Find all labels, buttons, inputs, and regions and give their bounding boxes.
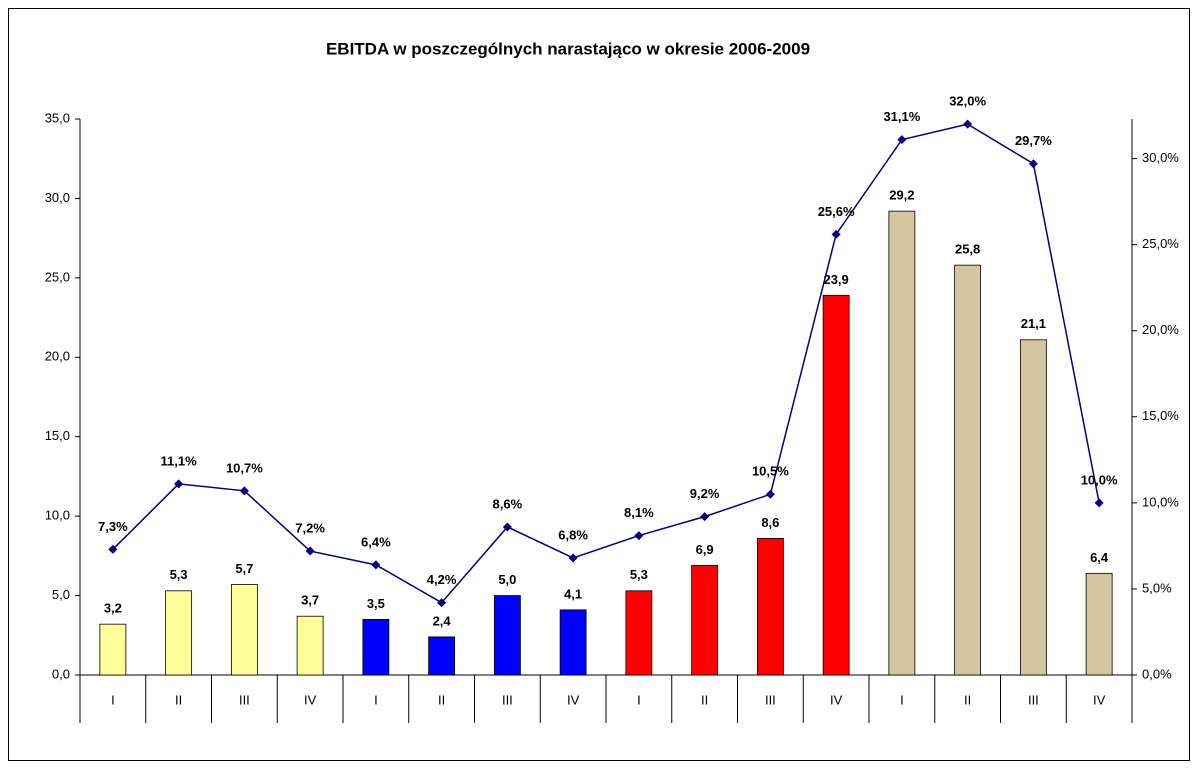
bar-label: 6,4 xyxy=(1090,550,1109,565)
y2-tick-label: 20,0% xyxy=(1142,322,1179,337)
line-marker xyxy=(174,479,184,489)
bar xyxy=(362,619,390,676)
x-tick-label: I xyxy=(637,692,641,707)
y-tick-label: 15,0 xyxy=(45,428,70,443)
chart-title: EBITDA w poszczególnych narastająco w ok… xyxy=(326,39,810,58)
x-tick-label: IV xyxy=(567,692,580,707)
line-label: 10,5% xyxy=(752,464,789,479)
line-label: 32,0% xyxy=(949,94,986,109)
y2-tick-label: 30,0% xyxy=(1142,150,1179,165)
x-tick-label: I xyxy=(111,692,115,707)
line-marker xyxy=(831,229,841,239)
line-marker xyxy=(108,544,118,554)
x-tick-label: III xyxy=(1028,692,1039,707)
line-marker xyxy=(1028,159,1038,169)
x-tick-label: III xyxy=(502,692,513,707)
x-tick-label: III xyxy=(765,692,776,707)
bar xyxy=(756,537,784,676)
bar xyxy=(230,584,258,676)
bar-label: 21,1 xyxy=(1021,316,1046,331)
y2-tick-label: 10,0% xyxy=(1142,494,1179,509)
line-marker xyxy=(634,531,644,541)
bar xyxy=(625,590,653,676)
bar-label: 3,7 xyxy=(301,593,319,608)
bar-label: 6,9 xyxy=(696,542,714,557)
bar-label: 5,3 xyxy=(630,567,648,582)
bar-label: 4,1 xyxy=(564,586,582,601)
line-marker xyxy=(897,135,907,145)
bar xyxy=(1085,572,1113,676)
line-label: 4,2% xyxy=(427,572,457,587)
x-tick-label: II xyxy=(964,692,971,707)
line-label: 8,1% xyxy=(624,505,654,520)
x-tick-label: IV xyxy=(1093,692,1106,707)
bar-label: 5,7 xyxy=(235,561,253,576)
bar-label: 5,0 xyxy=(498,572,516,587)
line-marker xyxy=(1094,498,1104,508)
bar xyxy=(1019,339,1047,676)
y2-tick-label: 25,0% xyxy=(1142,236,1179,251)
y2-tick-label: 15,0% xyxy=(1142,408,1179,423)
bar-label: 8,6 xyxy=(761,515,779,530)
line-label: 7,3% xyxy=(98,519,128,534)
line-label: 11,1% xyxy=(161,453,198,468)
line-marker xyxy=(371,560,381,570)
y-tick-label: 5,0 xyxy=(52,587,70,602)
bar-label: 23,9 xyxy=(823,272,848,287)
bar-label: 25,8 xyxy=(955,242,980,257)
x-tick-label: II xyxy=(175,692,182,707)
x-tick-label: III xyxy=(239,692,250,707)
x-tick-label: I xyxy=(374,692,378,707)
bar-label: 3,5 xyxy=(367,596,385,611)
line-label: 7,2% xyxy=(295,520,325,535)
bar xyxy=(822,294,850,676)
line-marker xyxy=(239,486,249,496)
line-label: 6,4% xyxy=(361,534,391,549)
line-label: 29,7% xyxy=(1015,133,1052,148)
bar xyxy=(559,609,587,676)
line-marker xyxy=(568,553,578,563)
line-label: 10,0% xyxy=(1081,472,1118,487)
line-marker xyxy=(305,546,315,556)
line-marker xyxy=(963,119,973,129)
line-marker xyxy=(437,598,447,608)
line-label: 8,6% xyxy=(493,496,523,511)
y2-tick-label: 5,0% xyxy=(1142,580,1172,595)
line-marker xyxy=(502,522,512,532)
y-tick-label: 35,0 xyxy=(45,110,70,125)
x-tick-label: II xyxy=(701,692,708,707)
bar-label: 29,2 xyxy=(889,188,914,203)
line-label: 9,2% xyxy=(690,486,720,501)
y-tick-label: 0,0 xyxy=(52,666,70,681)
chart-frame xyxy=(8,8,1190,761)
y-tick-label: 10,0 xyxy=(45,508,70,523)
line-label: 10,7% xyxy=(226,460,263,475)
line-marker xyxy=(700,512,710,522)
bar xyxy=(954,264,982,676)
bar-label: 5,3 xyxy=(170,567,188,582)
bar xyxy=(296,615,324,676)
y-tick-label: 20,0 xyxy=(45,349,70,364)
bar xyxy=(493,595,521,676)
y-tick-label: 25,0 xyxy=(45,269,70,284)
line-marker xyxy=(765,489,775,499)
bar xyxy=(888,210,916,676)
y2-tick-label: 0,0% xyxy=(1142,666,1172,681)
bar xyxy=(165,590,193,676)
x-tick-label: IV xyxy=(304,692,317,707)
bar-label: 2,4 xyxy=(433,613,452,628)
x-tick-label: I xyxy=(900,692,904,707)
line xyxy=(112,123,1100,604)
x-tick-label: II xyxy=(438,692,445,707)
y-tick-label: 30,0 xyxy=(45,190,70,205)
line-label: 6,8% xyxy=(558,527,588,542)
bar xyxy=(99,623,127,676)
line-label: 31,1% xyxy=(883,109,920,124)
bar-label: 3,2 xyxy=(104,601,122,616)
x-tick-label: IV xyxy=(830,692,843,707)
line-label: 25,6% xyxy=(818,204,855,219)
bar xyxy=(428,636,456,676)
bar xyxy=(691,564,719,676)
